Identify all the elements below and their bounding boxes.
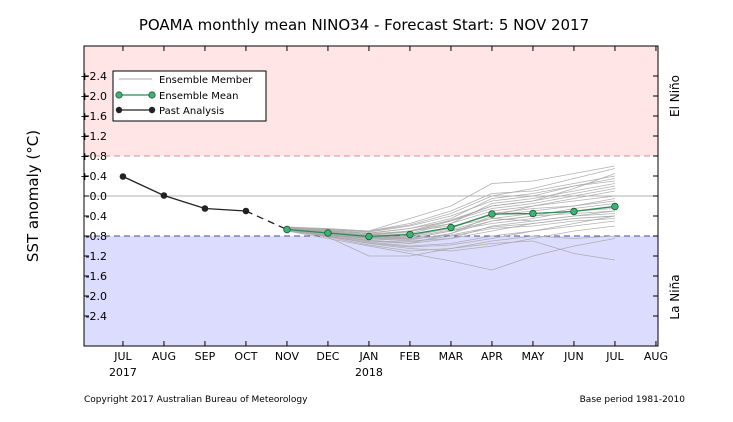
ensemble-member-line (286, 188, 615, 236)
ensemble-member-line (286, 180, 615, 234)
past-analysis-point (242, 207, 250, 215)
la-nina-region (84, 236, 658, 346)
ensemble-member-line (286, 218, 615, 243)
legend: Ensemble Member Ensemble Mean Past Analy… (112, 70, 267, 122)
ensemble-mean-point (570, 207, 578, 216)
x-tick-label: AUG (644, 350, 668, 363)
base-period-note: Base period 1981-2010 (580, 395, 686, 405)
ensemble-member-line (286, 173, 616, 236)
y-tick-label: +1.2 (80, 130, 107, 143)
y-tick-label: -2.4 (86, 310, 107, 323)
ensemble-mean-point (611, 202, 619, 211)
copyright-note: Copyright 2017 Australian Bureau of Mete… (84, 395, 308, 405)
x-tick-label: JUL (113, 350, 132, 363)
legend-marker-ensemble-mean (115, 91, 123, 99)
x-tick-label: JUL (605, 350, 624, 363)
y-tick-label: +1.6 (80, 110, 107, 123)
el-nino-region-label: El Niño (668, 75, 682, 117)
series-lines (119, 173, 619, 241)
past-analysis-point (201, 205, 209, 212)
forecast-transition-line (245, 210, 288, 231)
x-tick-label: FEB (400, 350, 421, 363)
legend-marker-past-analysis (148, 106, 156, 114)
x-tick-label: NOV (275, 350, 300, 363)
legend-label-ensemble-mean: Ensemble Mean (159, 91, 238, 102)
y-tick-label: -0.8 (86, 230, 107, 243)
x-tick-label: OCT (234, 350, 257, 363)
y-tick-label: -0.4 (86, 210, 107, 223)
x-tick-label: MAR (439, 350, 464, 363)
ensemble-mean-point (406, 230, 414, 239)
ensemble-member-line (286, 210, 615, 244)
ensemble-member-line (286, 215, 615, 248)
x-tick-label: MAY (522, 350, 545, 363)
ensemble-mean-point (324, 229, 332, 237)
ensemble-mean-point (447, 223, 455, 232)
legend-label-ensemble-member: Ensemble Member (159, 75, 253, 86)
legend-marker-past-analysis (115, 106, 123, 114)
ensemble-member-line (286, 178, 615, 233)
past-analysis-line (122, 175, 246, 212)
ensemble-member-line (286, 230, 615, 261)
x-year-label: 2017 (109, 366, 137, 379)
y-tick-label: +0.4 (80, 170, 107, 183)
y-axis: +2.4 +2.0 +1.6 +1.2 +0.8 +0.4 0.0 -0.4 -0.8 -1.2 -… (80, 70, 658, 323)
y-tick-label: +2.4 (80, 70, 107, 83)
ensemble-mean-point (365, 232, 373, 241)
y-axis-label: SST anomaly (°C) (24, 130, 42, 262)
x-tick-label: JUN (563, 350, 584, 363)
ensemble-member-line (286, 168, 615, 232)
x-tick-label: APR (481, 350, 503, 363)
la-nina-region-label: La Niña (668, 274, 682, 319)
x-tick-label: AUG (152, 350, 176, 363)
chart-title: POAMA monthly mean NINO34 - Forecast Sta… (139, 16, 589, 34)
x-axis: JUL AUG SEP OCT NOV DEC JAN FEB MAR APR MAY JUN JUL A… (109, 46, 668, 379)
y-tick-label: +0.8 (80, 150, 107, 163)
y-tick-label: 0.0 (90, 190, 108, 203)
past-analysis-point (160, 192, 168, 199)
legend-label-past-analysis: Past Analysis (159, 106, 224, 117)
ensemble-mean-point (283, 225, 291, 234)
y-tick-label: +2.0 (80, 90, 107, 103)
legend-marker-ensemble-mean (148, 91, 156, 99)
ensemble-member-line (286, 165, 615, 232)
ensemble-mean-point (488, 210, 496, 218)
x-year-label: 2018 (355, 366, 383, 379)
y-tick-label: -1.6 (86, 270, 107, 283)
y-tick-label: -2.0 (86, 290, 107, 303)
ensemble-mean-point (529, 209, 537, 218)
y-tick-label: -1.2 (86, 250, 107, 263)
x-tick-label: SEP (195, 350, 216, 363)
ensemble-member-line (286, 220, 615, 247)
x-tick-label: JAN (359, 350, 379, 363)
x-tick-label: DEC (316, 350, 339, 363)
past-analysis-point (119, 173, 127, 180)
